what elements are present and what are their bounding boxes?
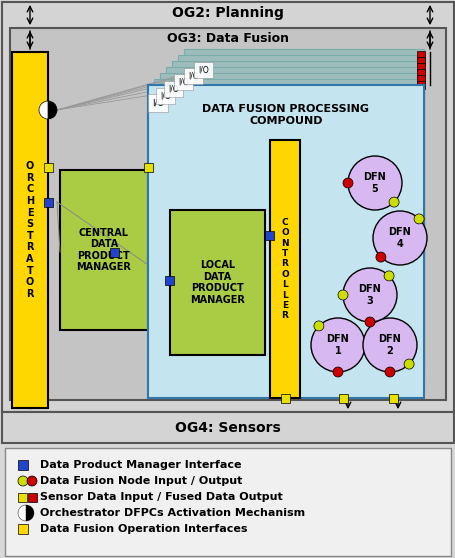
Bar: [416, 57, 424, 65]
Circle shape: [375, 252, 385, 262]
Text: Orchestrator DFPCs Activation Mechanism: Orchestrator DFPCs Activation Mechanism: [40, 508, 304, 518]
Bar: [148, 85, 423, 398]
Bar: [144, 163, 153, 172]
Text: O
R
C
H
E
S
T
R
A
T
O
R: O R C H E S T R A T O R: [26, 161, 34, 299]
Text: C
O
N
T
R
O
L
L
E
R: C O N T R O L L E R: [281, 218, 288, 320]
Text: DFN
3: DFN 3: [358, 284, 380, 306]
Circle shape: [413, 214, 423, 224]
Circle shape: [332, 367, 342, 377]
Text: Data Fusion Operation Interfaces: Data Fusion Operation Interfaces: [40, 524, 247, 534]
Bar: [416, 51, 424, 59]
Text: DFN
2: DFN 2: [378, 334, 400, 356]
Bar: [18, 524, 28, 534]
Circle shape: [27, 476, 37, 486]
Text: LOCAL
DATA
PRODUCT
MANAGER: LOCAL DATA PRODUCT MANAGER: [190, 260, 244, 305]
Circle shape: [388, 197, 398, 207]
Bar: [416, 75, 424, 83]
Text: CENTRAL
DATA
PRODUCT
MANAGER: CENTRAL DATA PRODUCT MANAGER: [76, 228, 131, 272]
Bar: [44, 198, 53, 207]
Bar: [2, 412, 453, 443]
Text: OG2: Planning: OG2: Planning: [172, 6, 283, 20]
Bar: [10, 28, 445, 400]
Bar: [338, 394, 347, 403]
Circle shape: [384, 367, 394, 377]
Text: I/O: I/O: [177, 78, 188, 86]
Circle shape: [372, 211, 426, 265]
Text: DATA FUSION PROCESSING
COMPOUND: DATA FUSION PROCESSING COMPOUND: [202, 104, 369, 126]
Bar: [18, 460, 28, 470]
Text: I/O: I/O: [167, 84, 178, 94]
Circle shape: [403, 359, 413, 369]
Text: I/O: I/O: [160, 92, 170, 100]
Text: Data Fusion Node Input / Output: Data Fusion Node Input / Output: [40, 476, 242, 486]
Circle shape: [383, 271, 393, 281]
Bar: [416, 69, 424, 77]
Bar: [154, 79, 423, 392]
Bar: [60, 170, 148, 330]
Text: OG4: Sensors: OG4: Sensors: [175, 421, 280, 435]
Circle shape: [18, 476, 28, 486]
Bar: [165, 276, 174, 285]
Circle shape: [364, 317, 374, 327]
Circle shape: [310, 318, 364, 372]
Bar: [177, 55, 423, 368]
Text: Sensor Data Input / Fused Data Output: Sensor Data Input / Fused Data Output: [40, 492, 282, 502]
Circle shape: [337, 290, 347, 300]
Text: I/O: I/O: [187, 71, 198, 80]
Bar: [170, 210, 264, 355]
Wedge shape: [26, 505, 34, 521]
Bar: [44, 163, 53, 172]
Bar: [2, 2, 453, 412]
Bar: [110, 248, 119, 257]
Bar: [280, 394, 289, 403]
Bar: [166, 67, 423, 380]
Bar: [264, 231, 273, 240]
Text: DFN
1: DFN 1: [326, 334, 349, 356]
Bar: [12, 52, 48, 408]
Bar: [5, 448, 450, 556]
Wedge shape: [18, 505, 26, 521]
Circle shape: [313, 321, 323, 331]
Circle shape: [342, 178, 352, 188]
Wedge shape: [48, 101, 57, 119]
Wedge shape: [39, 101, 48, 119]
Text: OG3: Data Fusion: OG3: Data Fusion: [167, 31, 288, 45]
Bar: [18, 493, 27, 502]
Text: I/O: I/O: [152, 99, 164, 108]
Bar: [416, 63, 424, 71]
Text: I/O: I/O: [197, 65, 208, 75]
Bar: [269, 140, 299, 398]
Bar: [160, 73, 423, 386]
Text: DFN
5: DFN 5: [363, 172, 385, 194]
Bar: [388, 394, 397, 403]
Text: Data Product Manager Interface: Data Product Manager Interface: [40, 460, 241, 470]
Bar: [184, 49, 423, 362]
Circle shape: [347, 156, 401, 210]
Circle shape: [342, 268, 396, 322]
Circle shape: [362, 318, 416, 372]
Bar: [416, 81, 424, 89]
Bar: [172, 61, 423, 374]
Text: DFN
4: DFN 4: [388, 227, 410, 249]
Bar: [28, 493, 37, 502]
